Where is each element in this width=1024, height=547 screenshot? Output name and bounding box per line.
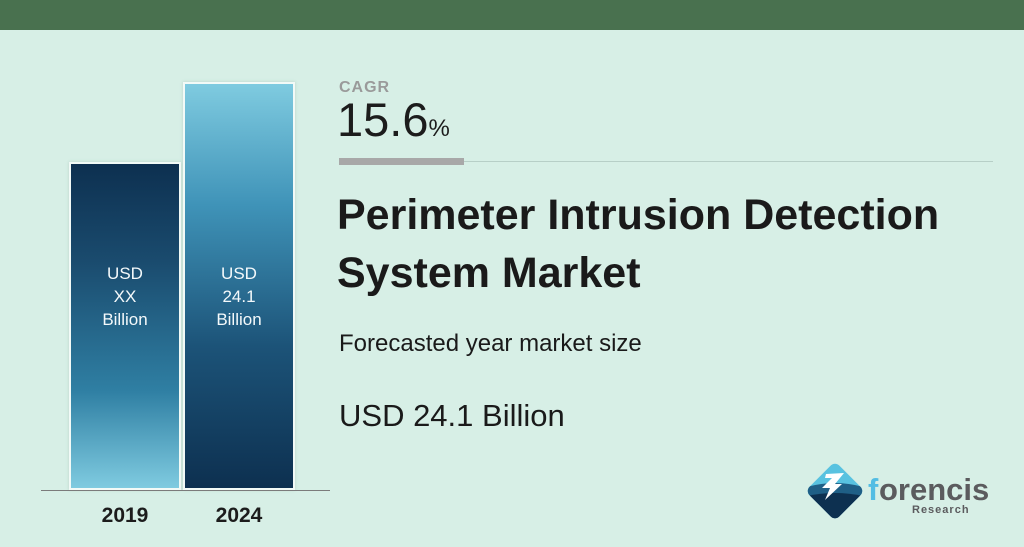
svg-text:orencis: orencis	[879, 472, 989, 507]
svg-text:f: f	[868, 472, 879, 507]
svg-text:Research: Research	[912, 504, 970, 516]
